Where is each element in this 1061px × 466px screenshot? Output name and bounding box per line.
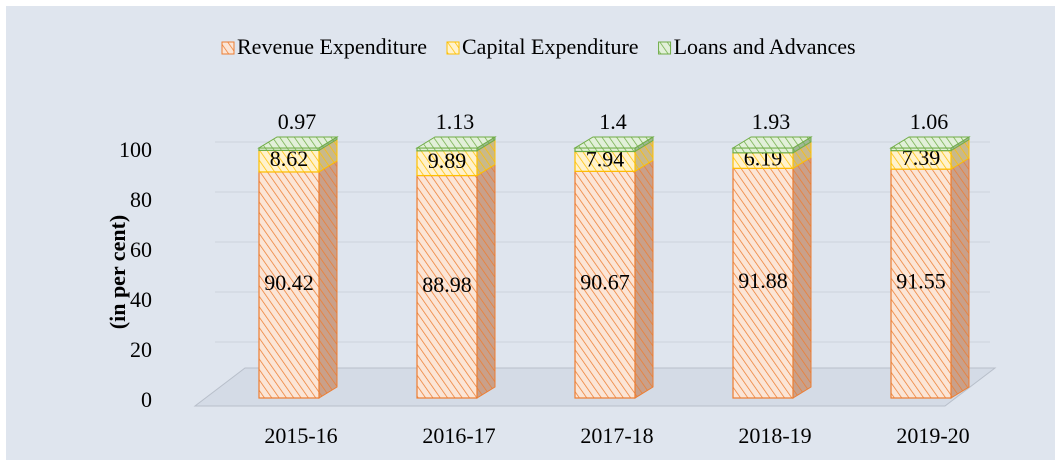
bar-top	[415, 136, 497, 149]
data-label: 1.13	[436, 109, 475, 134]
data-label: 1.93	[752, 109, 791, 134]
bar-top	[889, 136, 971, 149]
data-label: 90.42	[264, 270, 314, 295]
data-label: 91.88	[738, 268, 788, 293]
bar-top	[731, 136, 813, 149]
data-label: 88.98	[422, 272, 472, 297]
bar	[732, 147, 794, 154]
bar-top	[573, 136, 655, 149]
x-tick-label: 2018-19	[738, 423, 811, 448]
bar-side	[950, 157, 970, 399]
data-label: 1.4	[599, 109, 627, 134]
bar-side	[318, 160, 338, 399]
bar	[416, 174, 478, 399]
y-axis-label: (in per cent)	[105, 215, 130, 329]
legend-label: Loans and Advances	[674, 34, 856, 59]
y-tick-label: 80	[130, 187, 152, 212]
bar	[574, 147, 636, 153]
bar	[574, 170, 636, 399]
data-label: 90.67	[580, 270, 630, 295]
x-tick-label: 2015-16	[264, 423, 337, 448]
data-label: 9.89	[428, 148, 467, 173]
y-tick-label: 60	[130, 237, 152, 262]
bar	[416, 150, 478, 177]
y-tick-label: 40	[130, 287, 152, 312]
bar-side	[476, 163, 496, 399]
data-label: 0.97	[278, 109, 317, 134]
bar-top	[257, 136, 339, 149]
y-tick-label: 20	[130, 337, 152, 362]
legend-swatch	[221, 41, 235, 55]
legend-swatch	[446, 41, 460, 55]
y-tick-label: 100	[119, 137, 152, 162]
legend-label: Revenue Expenditure	[237, 34, 427, 59]
y-tick-label: 0	[141, 387, 152, 412]
bar-side	[792, 156, 812, 399]
bar-side	[634, 159, 654, 399]
x-tick-label: 2016-17	[422, 423, 495, 448]
x-tick-label: 2019-20	[896, 423, 969, 448]
bar	[732, 167, 794, 399]
data-label: 1.06	[910, 109, 949, 134]
data-label: 91.55	[896, 269, 946, 294]
legend-label: Capital Expenditure	[462, 34, 639, 59]
legend-swatch	[658, 41, 672, 55]
bar	[890, 168, 952, 399]
x-tick-label: 2017-18	[580, 423, 653, 448]
